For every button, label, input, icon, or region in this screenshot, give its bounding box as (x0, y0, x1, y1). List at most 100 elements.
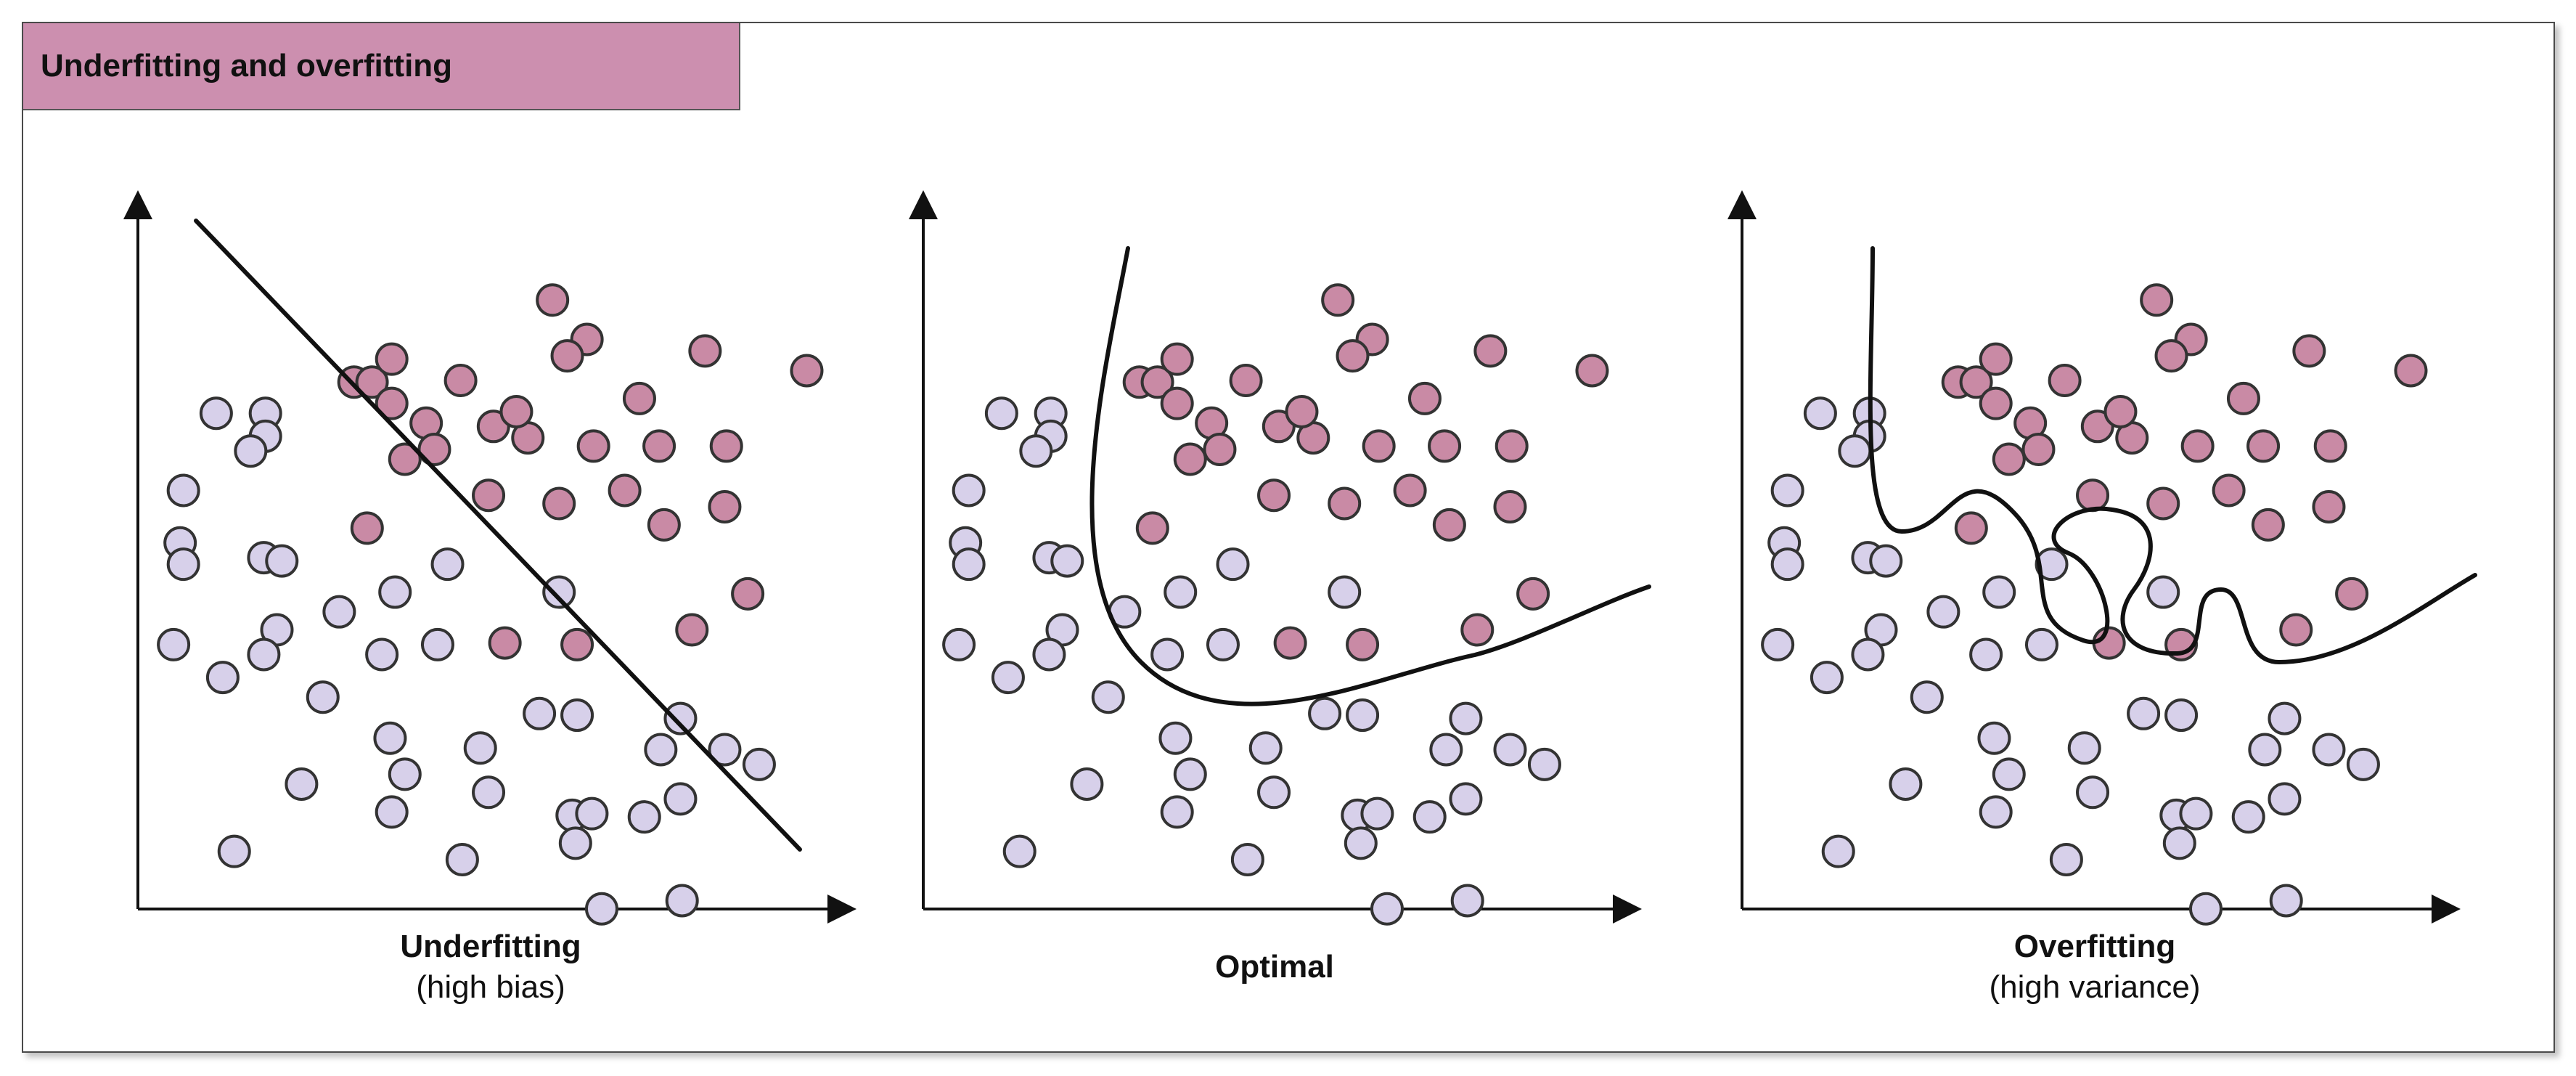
panel-title: Underfitting (400, 929, 581, 964)
lavender-point (1450, 884, 1484, 918)
pink-point (2246, 429, 2281, 463)
pink-point (709, 429, 743, 463)
panel-title: Overfitting (2013, 929, 2176, 964)
pink-point (731, 576, 765, 611)
lavender-point (430, 547, 465, 582)
pink-point (675, 613, 709, 647)
pink-point (2279, 613, 2313, 647)
pink-point (2048, 364, 2082, 398)
panel-subtitle: (high variance) (1989, 969, 2201, 1005)
scatter-figure (123, 190, 2477, 926)
lavender-point (166, 547, 200, 582)
lavender-point (663, 782, 698, 816)
pink-point (2103, 394, 2138, 428)
lavender-point (2188, 892, 2223, 926)
lavender-point (663, 701, 698, 735)
lavender-point (2049, 842, 2083, 876)
lavender-point (542, 575, 576, 609)
lavender-point (1257, 775, 1291, 810)
lavender-point (560, 698, 594, 733)
pink-point (1393, 473, 1427, 508)
lavender-point (2268, 701, 2302, 735)
lavender-point (1360, 796, 1394, 831)
pink-point (608, 473, 642, 508)
pink-point (1285, 394, 1319, 428)
lavender-point (373, 721, 407, 755)
pink-point (2292, 334, 2326, 368)
pink-point (488, 626, 522, 660)
pink-point (1979, 386, 2013, 420)
lavender-point (1150, 637, 1185, 672)
pink-point (708, 490, 742, 524)
lavender-point (644, 733, 678, 767)
pink-point (542, 486, 576, 521)
lavender-point (1977, 721, 2011, 755)
decision-boundary (194, 219, 802, 852)
pink-point (2312, 490, 2346, 524)
pink-point (550, 339, 584, 373)
lavender-point (1160, 795, 1194, 829)
lavender-point (942, 627, 976, 661)
pink-point (2140, 283, 2174, 317)
lavender-point (991, 661, 1025, 695)
lavender-point (157, 627, 191, 661)
lavender-point (375, 795, 409, 829)
pink-point (2154, 339, 2188, 373)
panel-label-optimal: Optimal (1021, 947, 1529, 987)
pink-point (2212, 473, 2246, 508)
pink-point (2335, 576, 2369, 611)
lavender-point (1449, 701, 1483, 735)
lavender-point (1869, 544, 1903, 578)
lavender-point (1889, 767, 1923, 801)
lavender-point (378, 575, 412, 609)
lavender-point (2035, 547, 2069, 582)
lavender-point (217, 834, 251, 868)
lavender-point (1979, 795, 2013, 829)
pink-point (472, 478, 506, 513)
lavender-point (234, 434, 268, 468)
pink-point (355, 365, 389, 399)
pink-point (1954, 511, 1988, 545)
lavender-point (1527, 747, 1561, 781)
lavender-point (166, 473, 200, 508)
figure-frame: Underfitting and overfitting Underfittin… (22, 22, 2555, 1053)
panel-title: Optimal (1215, 949, 1334, 985)
pink-point (1428, 429, 1462, 463)
pink-point (1992, 442, 2026, 476)
lavender-point (1810, 661, 1844, 695)
lavender-point (2346, 747, 2380, 781)
pink-point (536, 283, 570, 317)
lavender-point (2231, 800, 2265, 834)
pink-point (1160, 386, 1194, 420)
lavender-point (952, 547, 986, 582)
lavender-point (199, 396, 233, 431)
lavender-point (265, 544, 299, 578)
panel-label-underfitting: Underfitting (high bias) (237, 926, 745, 1008)
lavender-point (575, 796, 609, 831)
lavender-point (2312, 733, 2346, 767)
pink-point (647, 508, 681, 542)
lavender-point (1803, 396, 1837, 431)
pink-point (1135, 511, 1169, 545)
lavender-point (1429, 733, 1463, 767)
pink-point (1460, 613, 1495, 647)
lavender-point (1926, 595, 1960, 629)
lavender-point (322, 595, 356, 629)
pink-point (2251, 508, 2285, 542)
pink-point (1173, 442, 1207, 476)
lavender-point (1770, 473, 1804, 508)
pink-point (388, 442, 422, 476)
pink-point (622, 381, 656, 415)
lavender-point (1216, 547, 1250, 582)
lavender-point (1838, 434, 1872, 468)
decision-boundary (1868, 246, 2477, 665)
lavender-point (463, 731, 497, 765)
pink-point (642, 429, 676, 463)
lavender-point (472, 775, 506, 810)
pink-point (1203, 432, 1237, 466)
lavender-point (2248, 733, 2282, 767)
lavender-point (1173, 757, 1207, 791)
pink-point (1432, 508, 1466, 542)
figure-title: Underfitting and overfitting (41, 48, 453, 83)
lavender-point (2179, 796, 2213, 831)
